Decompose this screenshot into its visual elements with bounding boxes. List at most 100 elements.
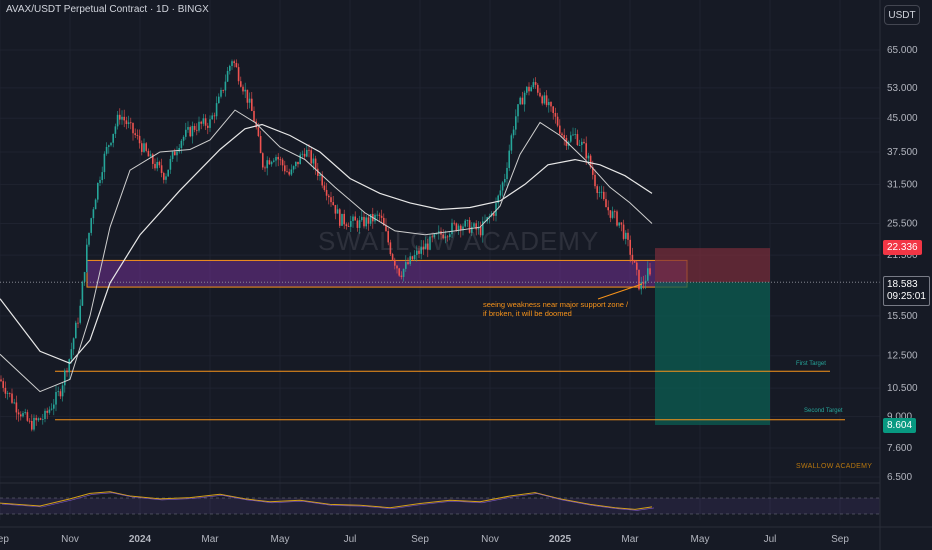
candle-body <box>576 134 579 145</box>
candle-body <box>314 158 317 169</box>
candle-body <box>154 163 156 169</box>
candle-body <box>237 67 240 82</box>
candle-body <box>336 209 339 214</box>
candle-body <box>116 114 119 127</box>
candle-body <box>572 134 574 136</box>
candle-body <box>446 236 449 238</box>
candle-body <box>156 161 158 169</box>
candle-body <box>515 116 517 130</box>
candle-body <box>380 215 383 218</box>
candle-body <box>264 167 266 169</box>
candle-body <box>308 149 310 151</box>
candle-body <box>585 143 587 159</box>
candle-body <box>44 410 46 420</box>
candle-body <box>50 408 53 410</box>
candle-body <box>149 154 152 157</box>
price-axis[interactable]: 65.000 53.000 45.000 37.500 31.500 25.500 21.5… <box>879 0 918 550</box>
annotation-text: seeing weakness near major support zone … <box>483 300 629 318</box>
candle-body <box>501 182 504 191</box>
current-price-tag: 18.583 09:25:01 <box>883 276 930 306</box>
candle-body <box>640 282 642 290</box>
candle-body <box>4 387 7 394</box>
rsi-band <box>0 498 880 514</box>
candle-body <box>508 150 510 168</box>
candle-body <box>620 222 623 225</box>
candle-body <box>528 86 530 92</box>
candle-body <box>262 153 264 168</box>
candle-body <box>442 234 444 239</box>
candle-body <box>295 161 297 167</box>
candle-body <box>193 125 196 130</box>
time-axis[interactable]: Sep Nov 2024 Mar May Jul Sep Nov 2025 Mar May Jul Se… <box>0 526 932 545</box>
first-target-label: First Target <box>796 361 826 367</box>
time-tick-label: Sep <box>411 534 429 545</box>
candle-body <box>466 220 469 221</box>
candle-body <box>504 179 506 183</box>
countdown: 09:25:01 <box>887 291 926 302</box>
candle-body <box>614 211 616 213</box>
candle-body <box>218 96 220 104</box>
candle-body <box>383 217 385 226</box>
candle-body <box>303 153 306 157</box>
candle-body <box>405 262 407 269</box>
candle-body <box>99 179 101 183</box>
candle-body <box>297 161 299 165</box>
candle-body <box>33 417 35 430</box>
candle-body <box>273 160 275 162</box>
time-tick-label: May <box>271 534 290 545</box>
candle-body <box>160 165 163 174</box>
price-tick-label: 10.500 <box>887 383 918 394</box>
time-tick-label: 2025 <box>549 534 572 545</box>
candle-body <box>363 216 365 227</box>
candle-body <box>189 127 191 137</box>
candle-body <box>141 143 143 152</box>
candle-body <box>396 265 398 269</box>
support-zone <box>86 259 688 288</box>
candle-body <box>143 143 145 152</box>
candle-body <box>611 211 614 218</box>
candle-body <box>433 233 436 238</box>
candle-body <box>306 149 308 157</box>
candle-body <box>574 134 576 135</box>
candle-body <box>607 207 609 211</box>
candle-body <box>550 102 552 107</box>
time-tick-label: Mar <box>201 534 219 545</box>
price-tick-label: 9.000 <box>887 412 912 423</box>
candle-body <box>24 412 26 414</box>
candle-body <box>229 65 231 71</box>
candle-body <box>517 104 519 117</box>
candle-body <box>552 106 554 114</box>
candle-body <box>112 133 114 143</box>
chart-title: AVAX/USDT Perpetual Contract · 1D · BING… <box>6 4 209 15</box>
candle-body <box>325 189 328 196</box>
candle-body <box>587 155 590 159</box>
candle-body <box>53 404 55 409</box>
candle-body <box>497 195 499 204</box>
candle-body <box>477 226 480 230</box>
candle-body <box>46 410 48 413</box>
candle-body <box>649 268 651 275</box>
candle-body <box>389 242 392 255</box>
price-tick-label: 6.500 <box>887 472 912 483</box>
candle-body <box>180 140 183 148</box>
candle-body <box>598 192 601 193</box>
candle-body <box>376 214 378 216</box>
candle-body <box>369 213 372 224</box>
candle-body <box>455 223 458 231</box>
candle-body <box>119 114 121 120</box>
time-tick-label: Nov <box>61 534 79 545</box>
candle-body <box>92 209 95 219</box>
candle-body <box>81 281 84 306</box>
candle-body <box>365 217 367 227</box>
candle-body <box>330 197 332 203</box>
candle-body <box>28 420 31 422</box>
candle-body <box>319 174 321 176</box>
candle-body <box>468 220 471 233</box>
candle-body <box>182 136 185 141</box>
candle-body <box>266 160 268 169</box>
candle-body <box>244 89 246 92</box>
currency-button[interactable]: USDT <box>884 5 920 25</box>
candle-body <box>6 392 9 394</box>
candle-body <box>11 393 13 403</box>
